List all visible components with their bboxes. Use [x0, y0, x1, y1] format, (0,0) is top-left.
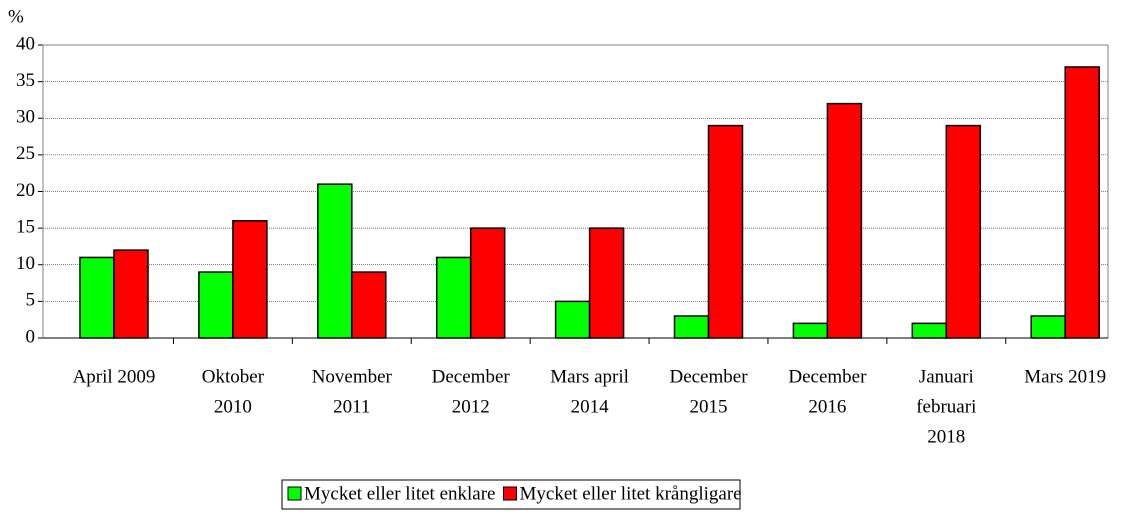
x-tick-label: December: [432, 366, 511, 387]
x-tick-label: December: [788, 366, 867, 387]
x-tick-label: 2016: [808, 396, 846, 417]
x-tick-label: November: [312, 366, 393, 387]
bar: [317, 183, 353, 339]
y-tick-label: 25: [16, 143, 35, 164]
bar: [435, 256, 472, 339]
legend-swatch: [287, 486, 302, 501]
bar: [113, 249, 149, 339]
y-axis-label: %: [8, 6, 24, 27]
bar: [673, 315, 710, 339]
bar: [707, 124, 744, 339]
x-tick-label: December: [669, 366, 748, 387]
bar: [945, 124, 982, 339]
bar: [588, 227, 625, 339]
x-tick-label: Oktober: [202, 366, 265, 387]
x-tick-label: Januari: [919, 366, 974, 387]
y-tick-label: 20: [16, 180, 35, 201]
bar: [198, 271, 234, 339]
x-tick-label: 2018: [927, 426, 965, 447]
y-tick-label: 0: [26, 326, 36, 347]
bar: [554, 300, 591, 339]
x-tick-label: 2014: [571, 396, 610, 417]
x-tick-label: Mars april: [550, 366, 629, 387]
x-tick-label: februari: [916, 396, 976, 417]
x-tick-label: 2011: [333, 396, 370, 417]
bar: [232, 220, 268, 339]
x-tick-label: 2015: [690, 396, 728, 417]
legend-swatch: [503, 486, 517, 501]
legend-label: Mycket eller litet krångligare: [520, 483, 742, 504]
y-tick-label: 30: [16, 107, 35, 128]
bar: [911, 322, 948, 339]
x-tick-label: April 2009: [73, 366, 156, 387]
bar: [826, 102, 863, 339]
x-tick-label: 2010: [214, 396, 252, 417]
y-tick-label: 10: [16, 253, 35, 274]
y-tick-label: 15: [16, 216, 35, 237]
bar: [79, 256, 115, 339]
x-tick-label: Mars 2019: [1024, 366, 1106, 387]
bar: [351, 271, 387, 339]
bar: [1064, 66, 1100, 339]
bar: [792, 322, 829, 339]
x-tick-label: 2012: [452, 396, 490, 417]
y-tick-label: 5: [26, 290, 36, 311]
bar: [469, 227, 506, 339]
y-tick-label: 35: [16, 70, 35, 91]
bar: [1030, 315, 1066, 339]
legend-label: Mycket eller litet enklare: [304, 483, 496, 504]
y-tick-label: 40: [16, 33, 35, 54]
